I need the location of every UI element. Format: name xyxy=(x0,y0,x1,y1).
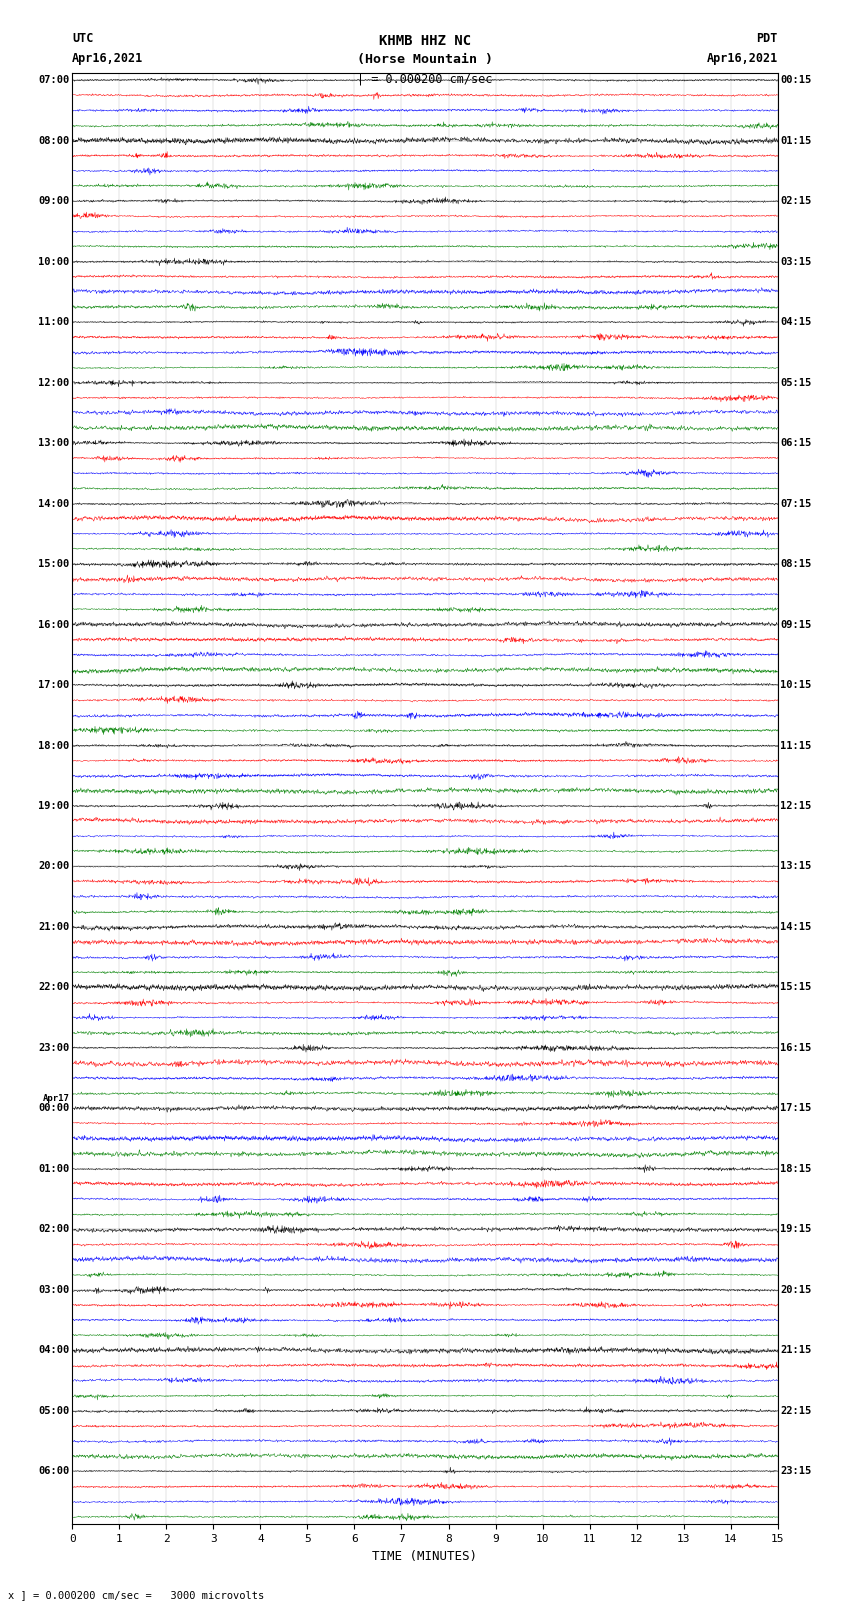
Text: 04:15: 04:15 xyxy=(780,318,812,327)
Text: 20:00: 20:00 xyxy=(38,861,70,871)
Text: 15:00: 15:00 xyxy=(38,560,70,569)
Text: 05:15: 05:15 xyxy=(780,377,812,387)
Text: 19:15: 19:15 xyxy=(780,1224,812,1234)
Text: 16:00: 16:00 xyxy=(38,619,70,629)
Text: 21:00: 21:00 xyxy=(38,923,70,932)
Text: 20:15: 20:15 xyxy=(780,1286,812,1295)
Text: 11:00: 11:00 xyxy=(38,318,70,327)
Text: 07:15: 07:15 xyxy=(780,498,812,508)
Text: 18:00: 18:00 xyxy=(38,740,70,750)
Text: 02:00: 02:00 xyxy=(38,1224,70,1234)
Text: 00:00: 00:00 xyxy=(38,1103,70,1113)
Text: KHMB HHZ NC: KHMB HHZ NC xyxy=(379,34,471,48)
Text: Apr17: Apr17 xyxy=(42,1094,70,1103)
Text: 15:15: 15:15 xyxy=(780,982,812,992)
Text: 10:15: 10:15 xyxy=(780,681,812,690)
Text: 12:00: 12:00 xyxy=(38,377,70,387)
Text: 08:15: 08:15 xyxy=(780,560,812,569)
Text: 16:15: 16:15 xyxy=(780,1044,812,1053)
Text: 21:15: 21:15 xyxy=(780,1345,812,1355)
Text: 23:00: 23:00 xyxy=(38,1044,70,1053)
X-axis label: TIME (MINUTES): TIME (MINUTES) xyxy=(372,1550,478,1563)
Text: 11:15: 11:15 xyxy=(780,740,812,750)
Text: 09:00: 09:00 xyxy=(38,197,70,206)
Text: 17:15: 17:15 xyxy=(780,1103,812,1113)
Text: 17:00: 17:00 xyxy=(38,681,70,690)
Text: 10:00: 10:00 xyxy=(38,256,70,266)
Text: 18:15: 18:15 xyxy=(780,1165,812,1174)
Text: 08:00: 08:00 xyxy=(38,135,70,145)
Text: PDT: PDT xyxy=(756,32,778,45)
Text: | = 0.000200 cm/sec: | = 0.000200 cm/sec xyxy=(357,73,493,85)
Text: (Horse Mountain ): (Horse Mountain ) xyxy=(357,53,493,66)
Text: 01:00: 01:00 xyxy=(38,1165,70,1174)
Text: 04:00: 04:00 xyxy=(38,1345,70,1355)
Text: 22:00: 22:00 xyxy=(38,982,70,992)
Text: Apr16,2021: Apr16,2021 xyxy=(72,52,144,65)
Text: 03:00: 03:00 xyxy=(38,1286,70,1295)
Text: 23:15: 23:15 xyxy=(780,1466,812,1476)
Text: 02:15: 02:15 xyxy=(780,197,812,206)
Text: 05:00: 05:00 xyxy=(38,1407,70,1416)
Text: 07:00: 07:00 xyxy=(38,76,70,85)
Text: UTC: UTC xyxy=(72,32,94,45)
Text: 09:15: 09:15 xyxy=(780,619,812,629)
Text: 13:00: 13:00 xyxy=(38,439,70,448)
Text: 19:00: 19:00 xyxy=(38,802,70,811)
Text: 13:15: 13:15 xyxy=(780,861,812,871)
Text: 14:00: 14:00 xyxy=(38,498,70,508)
Text: 03:15: 03:15 xyxy=(780,256,812,266)
Text: 14:15: 14:15 xyxy=(780,923,812,932)
Text: x ] = 0.000200 cm/sec =   3000 microvolts: x ] = 0.000200 cm/sec = 3000 microvolts xyxy=(8,1590,264,1600)
Text: 06:15: 06:15 xyxy=(780,439,812,448)
Text: 12:15: 12:15 xyxy=(780,802,812,811)
Text: 06:00: 06:00 xyxy=(38,1466,70,1476)
Text: Apr16,2021: Apr16,2021 xyxy=(706,52,778,65)
Text: 01:15: 01:15 xyxy=(780,135,812,145)
Text: 22:15: 22:15 xyxy=(780,1407,812,1416)
Text: 00:15: 00:15 xyxy=(780,76,812,85)
